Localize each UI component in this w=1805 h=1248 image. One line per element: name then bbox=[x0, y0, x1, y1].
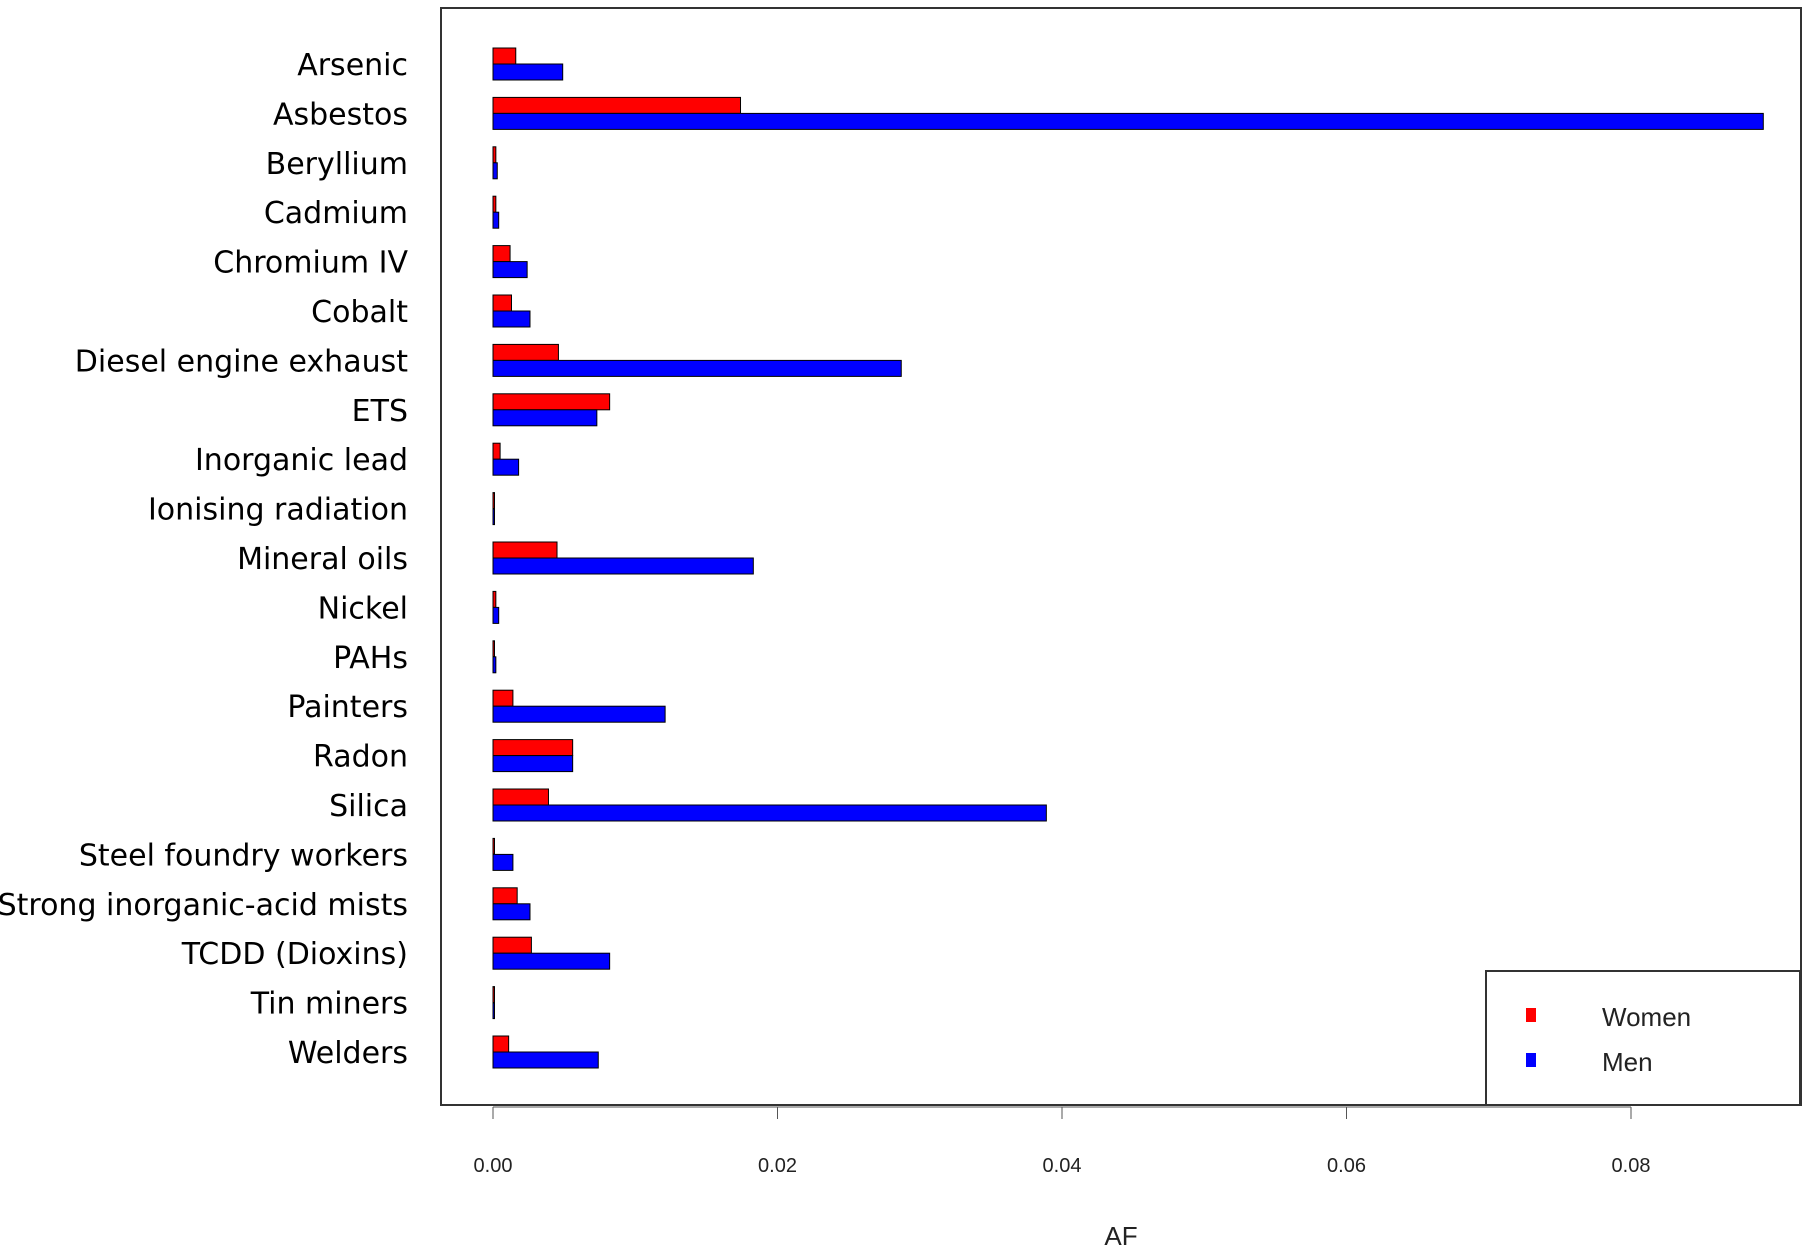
plot-frame bbox=[440, 7, 1802, 1106]
bar-men-cobalt bbox=[492, 310, 531, 328]
bar-women-chromium-iv bbox=[492, 245, 511, 263]
bar-men-steel-foundry-workers bbox=[492, 853, 514, 871]
category-label-welders: Welders bbox=[288, 1036, 408, 1071]
bar-men-beryllium bbox=[492, 162, 498, 180]
x-axis: 0.00 0.02 0.04 0.06 0.08 bbox=[474, 1106, 1651, 1177]
category-label-silica: Silica bbox=[329, 789, 408, 824]
bar-men-strong-inorganic-acid-mists bbox=[492, 903, 531, 921]
bar-men-tin-miners bbox=[492, 1002, 495, 1020]
category-label-cobalt: Cobalt bbox=[311, 295, 408, 330]
bar-men-painters bbox=[492, 705, 666, 723]
bar-men-ionising-radiation bbox=[492, 508, 495, 526]
category-label-painters: Painters bbox=[287, 690, 408, 725]
x-tick-label: 0.06 bbox=[1327, 1155, 1366, 1177]
bar-women-cobalt bbox=[492, 294, 512, 312]
legend-box bbox=[1485, 970, 1801, 1106]
bar-men-silica bbox=[492, 804, 1047, 822]
bar-women-radon bbox=[492, 739, 574, 757]
category-label-ets: ETS bbox=[352, 394, 408, 429]
bar-women-ionising-radiation bbox=[492, 492, 495, 510]
category-label-mineral-oils: Mineral oils bbox=[237, 542, 408, 577]
x-tick-label: 0.00 bbox=[474, 1155, 513, 1177]
bar-men-diesel-engine-exhaust bbox=[492, 359, 902, 377]
bar-women-silica bbox=[492, 788, 549, 806]
bar-women-tcdd-dioxins bbox=[492, 936, 532, 954]
category-label-steel-foundry-workers: Steel foundry workers bbox=[79, 838, 408, 873]
bar-women-tin-miners bbox=[492, 986, 495, 1004]
bar-women-diesel-engine-exhaust bbox=[492, 343, 559, 361]
bar-women-painters bbox=[492, 689, 514, 707]
bar-men-tcdd-dioxins bbox=[492, 952, 611, 970]
bar-men-radon bbox=[492, 755, 574, 773]
bar-men-arsenic bbox=[492, 63, 564, 81]
bar-women-strong-inorganic-acid-mists bbox=[492, 887, 518, 905]
bar-women-ets bbox=[492, 393, 611, 411]
category-label-arsenic: Arsenic bbox=[297, 48, 408, 83]
bar-men-pahs bbox=[492, 656, 497, 674]
legend-swatch-men bbox=[1526, 1053, 1536, 1067]
x-tick-label: 0.04 bbox=[1043, 1155, 1082, 1177]
category-labels: Arsenic Asbestos Beryllium Cadmium Chromium … bbox=[0, 48, 408, 1071]
bar-men-ets bbox=[492, 409, 598, 427]
bar-women-pahs bbox=[492, 640, 495, 658]
bar-women-mineral-oils bbox=[492, 541, 558, 559]
category-label-strong-inorganic-acid-mists: Strong inorganic-acid mists bbox=[0, 888, 408, 923]
category-label-diesel-engine-exhaust: Diesel engine exhaust bbox=[75, 344, 408, 379]
bar-women-welders bbox=[492, 1035, 510, 1053]
category-label-nickel: Nickel bbox=[318, 591, 408, 626]
category-label-ionising-radiation: Ionising radiation bbox=[148, 493, 408, 528]
bar-men-mineral-oils bbox=[492, 557, 754, 575]
category-label-inorganic-lead: Inorganic lead bbox=[195, 443, 408, 478]
category-label-beryllium: Beryllium bbox=[266, 147, 408, 182]
legend-label-women: Women bbox=[1602, 1002, 1691, 1032]
category-label-tin-miners: Tin miners bbox=[250, 987, 408, 1022]
category-label-chromium-iv: Chromium IV bbox=[213, 246, 408, 281]
bar-women-nickel bbox=[492, 590, 497, 608]
category-label-pahs: PAHs bbox=[333, 641, 408, 676]
bar-men-cadmium bbox=[492, 211, 500, 229]
x-tick-label: 0.02 bbox=[758, 1155, 797, 1177]
bar-women-beryllium bbox=[492, 146, 497, 164]
bar-men-welders bbox=[492, 1051, 599, 1069]
bar-men-chromium-iv bbox=[492, 261, 528, 279]
legend-label-men: Men bbox=[1602, 1047, 1653, 1077]
bar-men-asbestos bbox=[492, 112, 1764, 130]
legend: Women Men bbox=[1485, 970, 1801, 1106]
x-axis-title: AF bbox=[1104, 1221, 1137, 1248]
category-label-radon: Radon bbox=[313, 740, 408, 775]
legend-swatch-women bbox=[1526, 1008, 1536, 1022]
bar-women-asbestos bbox=[492, 96, 742, 114]
bar-women-cadmium bbox=[492, 195, 497, 213]
category-label-asbestos: Asbestos bbox=[273, 97, 408, 132]
x-tick-label: 0.08 bbox=[1612, 1155, 1651, 1177]
bar-women-inorganic-lead bbox=[492, 442, 501, 460]
category-label-tcdd-dioxins: TCDD (Dioxins) bbox=[181, 937, 408, 972]
bar-men-nickel bbox=[492, 606, 500, 624]
category-label-cadmium: Cadmium bbox=[264, 196, 408, 231]
bar-men-inorganic-lead bbox=[492, 458, 520, 476]
bar-women-arsenic bbox=[492, 47, 517, 65]
bars-group bbox=[492, 47, 1764, 1069]
bar-women-steel-foundry-workers bbox=[492, 837, 495, 855]
